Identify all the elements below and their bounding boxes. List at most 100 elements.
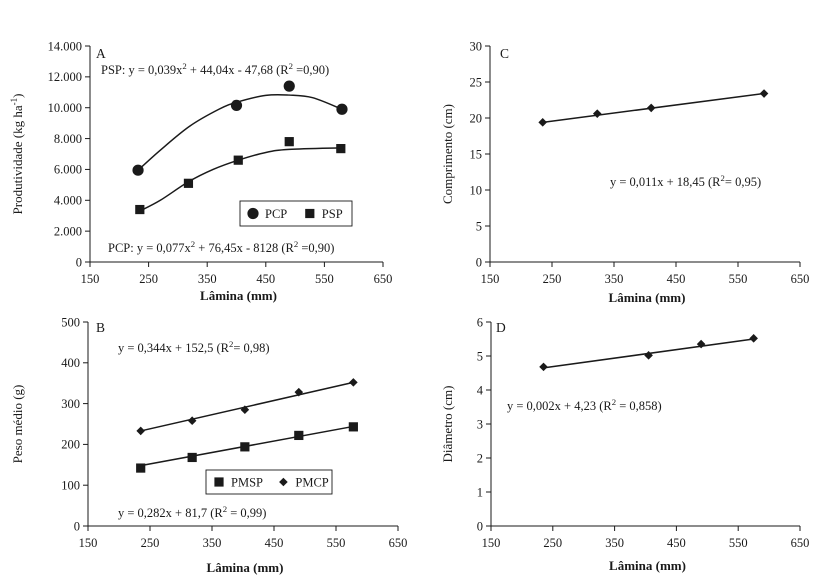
- y-axis-label: Produtividade (kg ha-1): [9, 94, 25, 215]
- x-tick-label: 650: [791, 536, 810, 550]
- y-tick-label: 3: [477, 417, 483, 431]
- data-point: [539, 362, 548, 372]
- x-axis-label: Lâmina (mm): [200, 288, 277, 303]
- data-point: [240, 405, 250, 415]
- data-point: [132, 164, 144, 176]
- x-tick-label: 550: [729, 536, 748, 550]
- equation-label: y = 0,011x + 18,45 (R2= 0,95): [610, 173, 761, 189]
- x-tick-label: 150: [482, 536, 501, 550]
- x-tick-label: 150: [81, 272, 100, 286]
- y-tick-label: 10.000: [48, 101, 82, 115]
- legend-label: PMSP: [231, 476, 263, 490]
- y-tick-label: 6: [477, 315, 483, 329]
- y-tick-label: 12.000: [48, 70, 82, 84]
- x-axis-label: Lâmina (mm): [609, 558, 686, 573]
- x-axis-label: Lâmina (mm): [609, 290, 686, 305]
- y-tick-label: 14.000: [48, 39, 82, 53]
- x-tick-label: 250: [543, 272, 562, 286]
- legend-label: PSP: [322, 207, 343, 221]
- legend-box: [239, 200, 353, 227]
- data-point: [696, 339, 706, 349]
- y-tick-label: 0: [76, 255, 82, 269]
- y-axis-label: Peso médio (g): [10, 385, 25, 464]
- x-tick-label: 350: [198, 272, 217, 286]
- series-0: [538, 89, 769, 127]
- trend-line: [140, 381, 354, 432]
- y-tick-label: 20: [470, 111, 483, 125]
- series-psp: [135, 137, 346, 215]
- legend-marker: [305, 208, 315, 219]
- series-0: [539, 334, 758, 372]
- x-tick-label: 450: [256, 272, 275, 286]
- y-tick-label: 6.000: [54, 163, 82, 177]
- y-tick-label: 100: [61, 479, 80, 493]
- x-axis-label: Lâmina (mm): [207, 560, 284, 575]
- y-tick-label: 4: [477, 383, 484, 397]
- panel-letter: A: [96, 46, 106, 61]
- legend-marker: [214, 477, 224, 487]
- panel-letter: D: [496, 320, 506, 335]
- panel-c: 0 5 10 15 20 25 30 150 250 350 450 550 650 Lâmina (mm…: [440, 39, 809, 305]
- y-tick-label: 300: [61, 397, 80, 411]
- y-tick-label: 1: [477, 485, 483, 499]
- x-tick-label: 650: [374, 272, 393, 286]
- y-tick-label: 5: [476, 219, 482, 233]
- data-point: [230, 99, 243, 111]
- data-point: [749, 334, 758, 343]
- data-point: [187, 452, 197, 463]
- data-point: [759, 89, 769, 98]
- data-point: [283, 80, 295, 92]
- legend: PCP PSP: [239, 200, 353, 227]
- y-tick-label: 30: [470, 39, 483, 53]
- x-tick-label: 550: [315, 272, 334, 286]
- x-tick-label: 250: [141, 536, 160, 550]
- data-point: [336, 144, 346, 154]
- y-tick-label: 0: [477, 519, 483, 533]
- series-pcp: [132, 80, 348, 176]
- data-point: [135, 204, 145, 215]
- x-tick-label: 350: [605, 536, 624, 550]
- y-tick-label: 4.000: [54, 194, 82, 208]
- panel-d: 0 1 2 3 4 5 6 150 250 350 450 550 650 Lâmina (mm) Diâm…: [440, 315, 809, 573]
- data-point: [183, 178, 194, 188]
- x-tick-label: 550: [327, 536, 346, 550]
- y-axis-label: Diâmetro (cm): [440, 386, 455, 463]
- data-point: [294, 387, 304, 397]
- legend-label: PCP: [265, 207, 287, 221]
- panel-a: 0 2.000 4.000 6.000 8.000 10.000 12.000 14.000 1…: [9, 39, 392, 303]
- series-pmcp: [136, 378, 358, 436]
- data-point: [349, 378, 358, 387]
- x-tick-label: 650: [389, 536, 408, 550]
- legend-label: PMCP: [295, 476, 328, 490]
- series-pmsp: [136, 422, 358, 473]
- equation-label: PCP: y = 0,077x2 + 76,45x - 8128 (R2 =0,…: [108, 239, 334, 255]
- y-tick-label: 15: [470, 147, 483, 161]
- panel-letter: C: [500, 46, 509, 61]
- x-tick-label: 650: [791, 272, 810, 286]
- data-point: [336, 103, 348, 115]
- data-point: [240, 442, 250, 452]
- equation-label: y = 0,344x + 152,5 (R2= 0,98): [118, 339, 270, 355]
- y-tick-label: 0: [476, 255, 482, 269]
- legend-marker: [279, 477, 288, 487]
- data-point: [233, 155, 243, 165]
- data-point: [136, 426, 145, 436]
- equation-label: y = 0,282x + 81,7 (R2 = 0,99): [118, 504, 266, 520]
- data-point: [646, 103, 656, 113]
- data-point: [348, 422, 358, 432]
- equation-label: y = 0,002x + 4,23 (R2 = 0,858): [507, 397, 662, 413]
- legend: PMSP PMCP: [205, 469, 333, 495]
- x-tick-label: 150: [79, 536, 98, 550]
- legend-box: [205, 469, 333, 495]
- data-point: [592, 109, 602, 118]
- data-point: [294, 430, 304, 441]
- y-tick-label: 0: [74, 519, 80, 533]
- y-tick-label: 400: [61, 356, 80, 370]
- x-tick-label: 450: [667, 272, 686, 286]
- data-point: [136, 463, 146, 473]
- y-tick-label: 200: [61, 438, 80, 452]
- data-point: [538, 118, 547, 127]
- y-tick-label: 2: [477, 451, 483, 465]
- x-tick-label: 350: [203, 536, 222, 550]
- x-tick-label: 450: [667, 536, 686, 550]
